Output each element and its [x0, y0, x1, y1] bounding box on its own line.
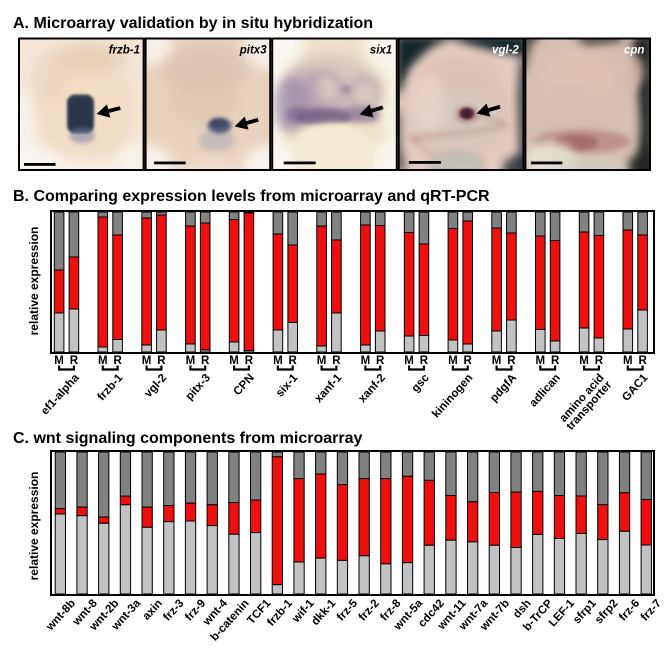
svg-text:relative expression: relative expression: [27, 472, 41, 581]
svg-text:C. wnt signaling components fr: C. wnt signaling components from microar…: [13, 430, 362, 447]
svg-text:R: R: [507, 355, 516, 367]
svg-text:M: M: [54, 355, 64, 367]
svg-text:M: M: [404, 355, 414, 367]
svg-text:M: M: [361, 355, 371, 367]
svg-text:pitx3: pitx3: [239, 44, 267, 56]
svg-text:six1: six1: [370, 44, 392, 56]
svg-text:R: R: [376, 355, 385, 367]
svg-text:M: M: [492, 355, 502, 367]
svg-text:R: R: [289, 355, 298, 367]
svg-text:R: R: [638, 355, 647, 367]
svg-text:R: R: [332, 355, 341, 367]
svg-text:frzb-1: frzb-1: [109, 44, 140, 56]
svg-text:R: R: [113, 355, 122, 367]
svg-text:M: M: [98, 355, 108, 367]
svg-text:M: M: [317, 355, 327, 367]
svg-text:M: M: [186, 355, 196, 367]
svg-text:M: M: [229, 355, 239, 367]
svg-text:M: M: [448, 355, 458, 367]
svg-text:R: R: [420, 355, 429, 367]
svg-text:relative expression: relative expression: [27, 227, 41, 336]
svg-text:R: R: [245, 355, 254, 367]
svg-text:M: M: [536, 355, 546, 367]
svg-text:B. Comparing expression levels: B. Comparing expression levels from micr…: [13, 188, 490, 205]
svg-text:M: M: [273, 355, 283, 367]
svg-text:vgl-2: vgl-2: [492, 44, 519, 56]
svg-text:M: M: [579, 355, 589, 367]
svg-text:A. Microarray validation by in: A. Microarray validation by in situ hybr…: [13, 15, 373, 32]
svg-text:R: R: [201, 355, 210, 367]
svg-text:R: R: [551, 355, 560, 367]
svg-text:cpn: cpn: [624, 44, 644, 56]
svg-text:M: M: [142, 355, 152, 367]
svg-text:M: M: [623, 355, 633, 367]
svg-text:R: R: [157, 355, 166, 367]
svg-text:R: R: [595, 355, 604, 367]
svg-text:R: R: [70, 355, 79, 367]
svg-text:R: R: [464, 355, 473, 367]
